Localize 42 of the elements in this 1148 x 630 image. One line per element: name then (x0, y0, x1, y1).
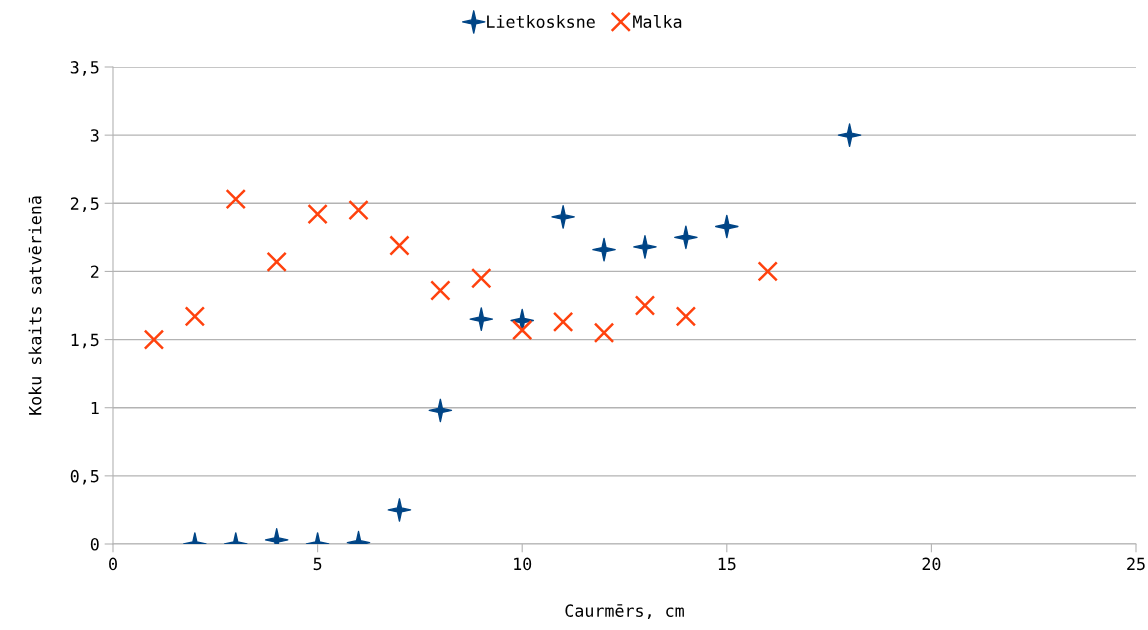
x-tick-label: 0 (109, 557, 117, 571)
y-tick-label: 3 (90, 129, 99, 142)
point (430, 280, 451, 301)
point (428, 398, 453, 423)
x-tick-label: 5 (313, 557, 322, 571)
point (389, 235, 410, 256)
point (307, 203, 328, 225)
point (551, 205, 575, 229)
point (511, 319, 533, 341)
point (592, 237, 616, 262)
point (757, 261, 778, 282)
point (714, 214, 739, 239)
x-tick-label: 25 (1127, 557, 1145, 571)
x-tick-label: 10 (514, 557, 532, 571)
point (837, 123, 862, 147)
point (348, 199, 369, 221)
point (184, 306, 206, 327)
point (143, 329, 165, 350)
point (675, 306, 697, 327)
y-tick-label: 2 (91, 265, 99, 278)
point (469, 307, 494, 331)
x-tick-label: 15 (718, 557, 736, 571)
legend-label: Lietkosksne (487, 15, 595, 28)
y-tick-label: 1 (91, 401, 99, 415)
point (552, 311, 574, 333)
y-tick-label: 1,5 (71, 333, 99, 349)
point (593, 322, 615, 344)
legend-label: Malka (633, 15, 682, 28)
x-tick-label: 20 (922, 557, 941, 571)
x-axis-title: Caurmērs, cm (565, 604, 684, 620)
point (633, 235, 657, 259)
point (634, 295, 656, 316)
point (387, 498, 412, 522)
y-axis-title: Koku skaits satvērienā (28, 196, 42, 415)
point (225, 188, 247, 210)
y-tick-label: 3,5 (70, 61, 99, 76)
point (674, 225, 698, 250)
point (266, 251, 287, 273)
y-tick-label: 2,5 (70, 197, 99, 212)
point (471, 267, 492, 289)
y-tick-label: 0,5 (70, 469, 99, 485)
y-tick-label: 0 (90, 538, 99, 551)
